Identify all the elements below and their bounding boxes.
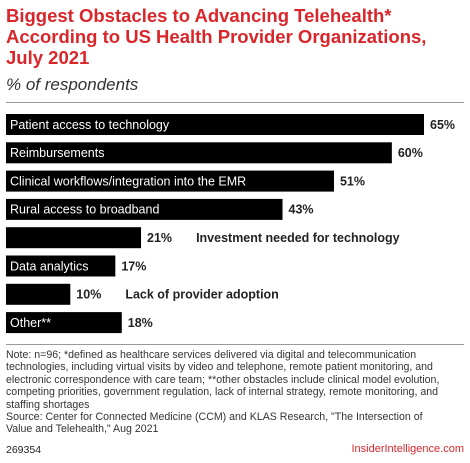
- top-divider: [6, 102, 464, 103]
- value-label-8: 18%: [128, 316, 153, 330]
- bottom-divider: [6, 344, 464, 345]
- value-label-3: 51%: [340, 174, 365, 188]
- value-label-7: 10%: [76, 288, 101, 302]
- bar-1: [6, 114, 424, 135]
- category-label-6: Data analytics: [10, 259, 89, 273]
- bar-chart: 65% Patient access to technology 60% Reimbu…: [6, 114, 455, 334]
- category-label-2: Reimbursements: [10, 146, 104, 160]
- category-label-5: Investment needed for technology: [196, 231, 400, 245]
- category-label-8: Other**: [10, 316, 51, 330]
- category-label-7: Lack of provider adoption: [125, 288, 278, 302]
- bar-8: [6, 312, 122, 334]
- category-label-1: Patient access to technology: [10, 118, 170, 132]
- category-label-4: Rural access to broadband: [10, 203, 159, 217]
- bar-3: [6, 170, 334, 192]
- chart-note: Note: n=96; *defined as healthcare servi…: [6, 349, 440, 436]
- brand-label: InsiderIntelligence.com: [351, 443, 464, 455]
- chart-title: Biggest Obstacles to Advancing Telehealt…: [6, 5, 427, 68]
- bar-6: [6, 255, 116, 277]
- chart-subtitle: % of respondents: [6, 75, 139, 94]
- category-label-3: Clinical workflows/integration into the …: [10, 174, 246, 188]
- bar-2: [6, 142, 392, 164]
- value-label-5: 21%: [147, 231, 172, 245]
- bar-4: [6, 198, 283, 220]
- value-label-1: 65%: [430, 118, 455, 132]
- value-label-6: 17%: [121, 259, 146, 273]
- bar-7: [6, 283, 71, 305]
- chart-id: 269354: [6, 444, 42, 456]
- value-label-4: 43%: [289, 203, 314, 217]
- value-label-2: 60%: [398, 146, 423, 160]
- bar-5: [6, 227, 142, 249]
